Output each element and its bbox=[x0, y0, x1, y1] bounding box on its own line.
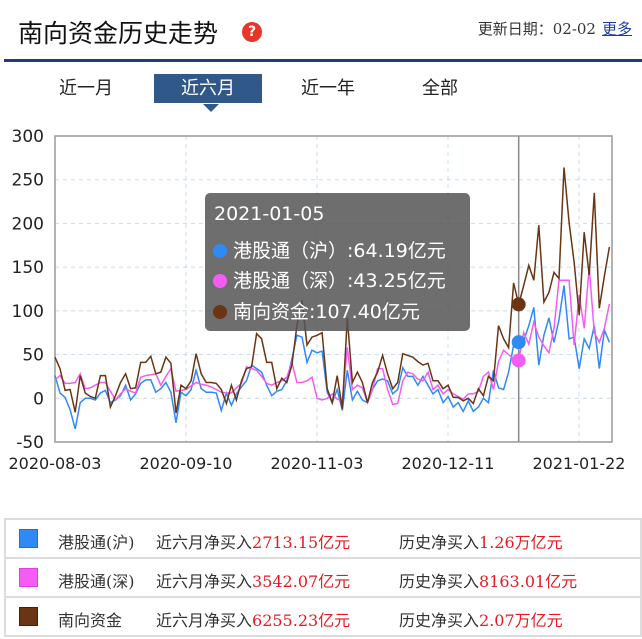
history-label: 历史净买入 bbox=[399, 611, 480, 630]
tooltip-row-sz: 港股通（深）:43.25亿元 bbox=[213, 266, 446, 293]
highlight-point-1 bbox=[511, 353, 526, 368]
six-month-net: 近六月净买入2713.15亿元 bbox=[156, 529, 350, 553]
history-value: 1.26万亿元 bbox=[479, 533, 563, 552]
history-label: 历史净买入 bbox=[399, 533, 480, 552]
tooltip-date: 2021-01-05 bbox=[214, 203, 325, 225]
highlight-point-0 bbox=[511, 335, 526, 350]
question-bubble-icon[interactable]: ? bbox=[242, 22, 262, 42]
y-tick-label: 100 bbox=[12, 302, 44, 322]
page-title: 南向资金历史走势 bbox=[18, 19, 219, 48]
more-link[interactable]: 更多 bbox=[601, 20, 632, 38]
tooltip-series-value: :43.25亿元 bbox=[347, 270, 446, 292]
y-tick-label: 0 bbox=[33, 389, 44, 409]
y-tick-label: 200 bbox=[12, 214, 44, 234]
legend-table: 港股通(沪) 近六月净买入2713.15亿元 历史净买入1.26万亿元 港股通(… bbox=[4, 518, 642, 637]
update-info: 更新日期：02-02 更多 bbox=[478, 18, 632, 39]
legend-name: 南向资金 bbox=[58, 611, 123, 630]
x-tick-label: 2020-08-03 bbox=[9, 454, 102, 473]
tooltip-series-value: :107.40亿元 bbox=[309, 301, 420, 323]
y-tick-label: 50 bbox=[22, 346, 44, 366]
legend-row-sz[interactable]: 港股通(深) 近六月净买入3542.07亿元 历史净买入8163.01亿元 bbox=[6, 559, 640, 598]
six-month-net: 近六月净买入3542.07亿元 bbox=[156, 568, 350, 592]
tab-all[interactable]: 全部 bbox=[422, 78, 458, 99]
six-month-value: 3542.07亿元 bbox=[252, 572, 351, 591]
six-month-label: 近六月净买入 bbox=[156, 611, 253, 630]
pink-swatch-icon bbox=[19, 568, 38, 587]
tooltip-series-value: :64.19亿元 bbox=[347, 240, 446, 262]
brown-swatch-icon bbox=[19, 607, 38, 626]
update-date: 02-02 bbox=[552, 20, 596, 38]
history-value: 8163.01亿元 bbox=[479, 572, 578, 591]
pink-dot-icon bbox=[213, 274, 227, 288]
y-tick-label: 250 bbox=[12, 171, 44, 191]
tooltip-row-sh: 港股通（沪）:64.19亿元 bbox=[213, 236, 446, 263]
active-tab-pointer-icon bbox=[203, 104, 219, 112]
tooltip-series-name: 港股通（深） bbox=[233, 270, 348, 292]
legend-name: 港股通(沪) bbox=[58, 533, 135, 552]
tab-1-month[interactable]: 近一月 bbox=[59, 78, 113, 99]
history-net: 历史净买入2.07万亿元 bbox=[399, 607, 563, 631]
history-label: 历史净买入 bbox=[399, 572, 480, 591]
history-net: 历史净买入8163.01亿元 bbox=[399, 568, 577, 592]
brown-dot-icon bbox=[213, 305, 227, 319]
header-divider bbox=[4, 59, 642, 62]
y-tick-label: -50 bbox=[16, 433, 44, 453]
tab-1-year[interactable]: 近一年 bbox=[301, 78, 355, 99]
six-month-value: 6255.23亿元 bbox=[252, 611, 351, 630]
x-tick-label: 2020-09-10 bbox=[140, 454, 233, 473]
six-month-net: 近六月净买入6255.23亿元 bbox=[156, 607, 350, 631]
plot-frame bbox=[54, 135, 613, 443]
tooltip-series-name: 港股通（沪） bbox=[233, 240, 348, 262]
history-value: 2.07万亿元 bbox=[479, 611, 563, 630]
y-tick-label: 300 bbox=[12, 127, 44, 147]
legend-name: 港股通(深) bbox=[58, 572, 135, 591]
six-month-label: 近六月净买入 bbox=[156, 533, 253, 552]
x-tick-label: 2020-12-11 bbox=[402, 454, 495, 473]
tooltip-row-total: 南向资金:107.40亿元 bbox=[213, 297, 420, 324]
tooltip-series-name: 南向资金 bbox=[233, 301, 310, 323]
six-month-value: 2713.15亿元 bbox=[252, 533, 351, 552]
blue-dot-icon bbox=[213, 244, 227, 258]
y-tick-label: 150 bbox=[12, 258, 44, 278]
x-tick-label: 2021-01-22 bbox=[533, 454, 626, 473]
chart-tooltip: 2021-01-05 港股通（沪）:64.19亿元 港股通（深）:43.25亿元… bbox=[205, 193, 470, 331]
x-tick-label: 2020-11-03 bbox=[271, 454, 364, 473]
blue-swatch-icon bbox=[19, 529, 38, 548]
history-net: 历史净买入1.26万亿元 bbox=[399, 529, 563, 553]
update-label: 更新日期： bbox=[477, 20, 553, 38]
tab-6-months[interactable]: 近六月 bbox=[154, 74, 262, 103]
series-line-2 bbox=[54, 167, 611, 414]
highlight-point-2 bbox=[511, 297, 526, 312]
legend-row-total[interactable]: 南向资金 近六月净买入6255.23亿元 历史净买入2.07万亿元 bbox=[6, 598, 640, 635]
six-month-label: 近六月净买入 bbox=[156, 572, 253, 591]
legend-row-sh[interactable]: 港股通(沪) 近六月净买入2713.15亿元 历史净买入1.26万亿元 bbox=[6, 520, 640, 559]
